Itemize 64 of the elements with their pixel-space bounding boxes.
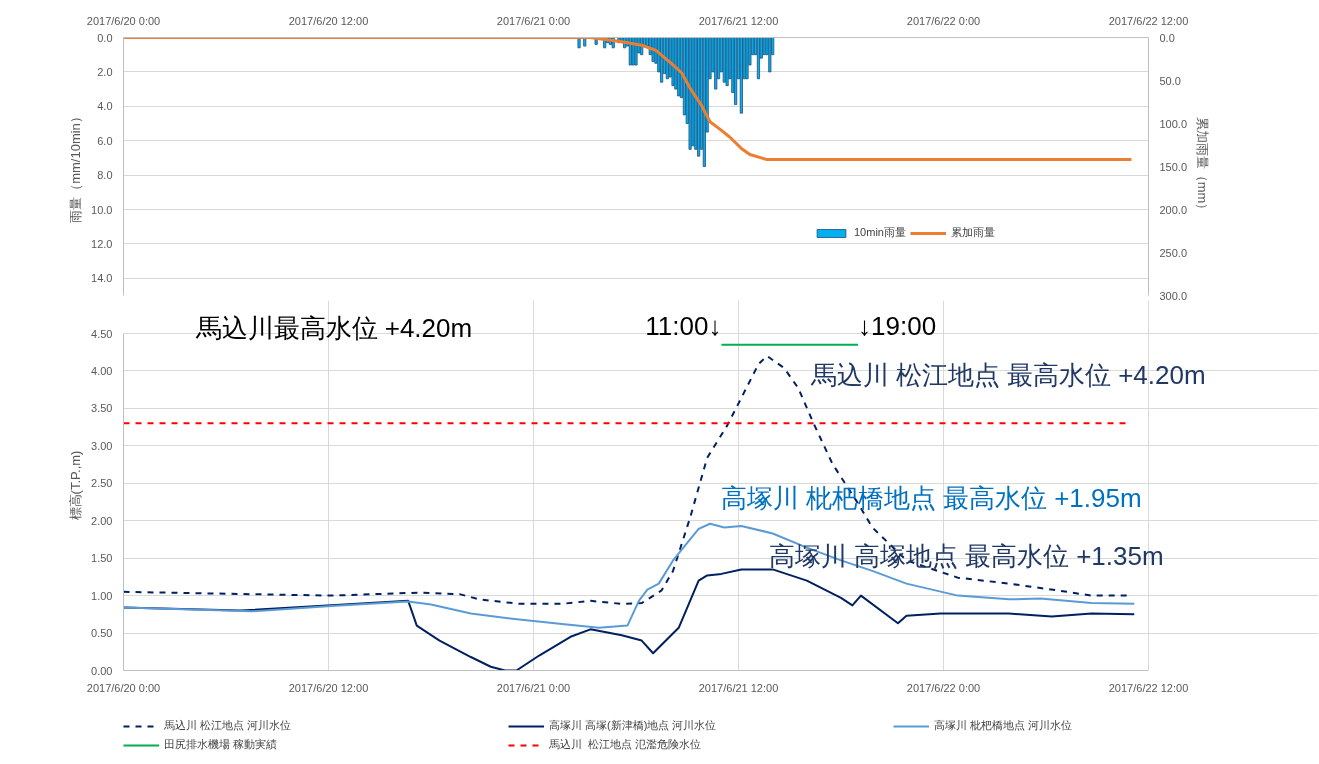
y-tick-label: 3.50 [91, 402, 113, 415]
y-tick-label: 8.0 [97, 169, 113, 182]
bar [722, 37, 726, 83]
legend-label: 累加雨量 [950, 225, 995, 240]
annotation: 11:00↓ [645, 310, 722, 341]
bar [688, 37, 692, 150]
y2-tick-label: 0.0 [1159, 31, 1175, 44]
annotation: 馬込川 松江地点 最高水位 +4.20m [809, 359, 1206, 390]
legend-label: 田尻排水機場 稼動実績 [164, 737, 279, 752]
bar [762, 37, 766, 56]
x-tick-label: 2017/6/20 0:00 [86, 681, 161, 694]
x-tick-label: 2017/6/22 0:00 [906, 681, 981, 694]
y-tick-label: 4.50 [91, 327, 113, 340]
y-tick-label: 12.0 [91, 237, 113, 250]
y-tick-label: 10.0 [91, 203, 113, 216]
y2-tick-label: 50.0 [1159, 74, 1181, 87]
x-tick-label: 2017/6/21 0:00 [496, 681, 571, 694]
y-tick-label: 4.0 [97, 100, 113, 113]
y-tick-label: 2.00 [91, 514, 113, 527]
legend-label: 馬込川 松江地点 氾濫危険水位 [549, 737, 703, 752]
y-axis-title: 標高(T.P.,m) [68, 450, 84, 521]
annotation: 高塚川 枇杷橋地点 最高水位 +1.95m [720, 482, 1142, 513]
x-tick-label: 2017/6/20 12:00 [288, 14, 369, 27]
x-tick-label: 2017/6/20 0:00 [86, 14, 161, 27]
annotation: ↓19:00 [858, 310, 937, 341]
x-tick-label: 2017/6/20 12:00 [288, 681, 369, 694]
y-tick-label: 2.0 [97, 65, 113, 78]
y-tick-label: 6.0 [97, 134, 113, 147]
bar [577, 37, 581, 49]
legend-label: 高塚川 枇杷橋地点 河川水位 [934, 718, 1074, 733]
y-axis-title: 雨量（mm/10min） [68, 110, 84, 223]
annotation: 馬込川最高水位 +4.20m [194, 312, 473, 343]
bar [768, 37, 772, 73]
legend-label: 馬込川 松江地点 河川水位 [164, 718, 293, 733]
line-series [123, 37, 1133, 162]
y-tick-label: 4.00 [91, 364, 113, 377]
y2-tick-label: 300.0 [1159, 289, 1188, 302]
y-tick-label: 2.50 [91, 477, 113, 490]
x-tick-label: 2017/6/22 0:00 [906, 14, 981, 27]
x-tick-label: 2017/6/21 12:00 [698, 681, 779, 694]
bar [691, 37, 695, 147]
y2-tick-label: 150.0 [1159, 160, 1188, 173]
y2-tick-label: 200.0 [1159, 203, 1188, 216]
x-tick-label: 2017/6/22 12:00 [1108, 681, 1189, 694]
y-tick-label: 0.0 [97, 31, 113, 44]
bar [714, 37, 718, 90]
bar [725, 37, 729, 87]
y2-tick-label: 100.0 [1159, 117, 1188, 130]
y-tick-label: 14.0 [91, 272, 113, 285]
y-tick-label: 1.00 [91, 589, 113, 602]
bar [697, 37, 701, 157]
legend-label: 10min雨量 [854, 225, 906, 240]
x-tick-label: 2017/6/21 12:00 [698, 14, 779, 27]
bar [734, 37, 738, 105]
legend-label: 高塚川 高塚(新津橋)地点 河川水位 [549, 718, 718, 733]
y-tick-label: 0.00 [91, 664, 113, 677]
y-tick-label: 0.50 [91, 627, 113, 640]
y2-tick-label: 250.0 [1159, 246, 1188, 259]
x-tick-label: 2017/6/22 12:00 [1108, 14, 1189, 27]
bar [745, 37, 749, 80]
y2-axis-title: 累加雨量（mm） [1195, 116, 1211, 217]
y-tick-label: 1.50 [91, 552, 113, 565]
x-tick-label: 2017/6/21 0:00 [496, 14, 571, 27]
y-tick-label: 3.00 [91, 439, 113, 452]
